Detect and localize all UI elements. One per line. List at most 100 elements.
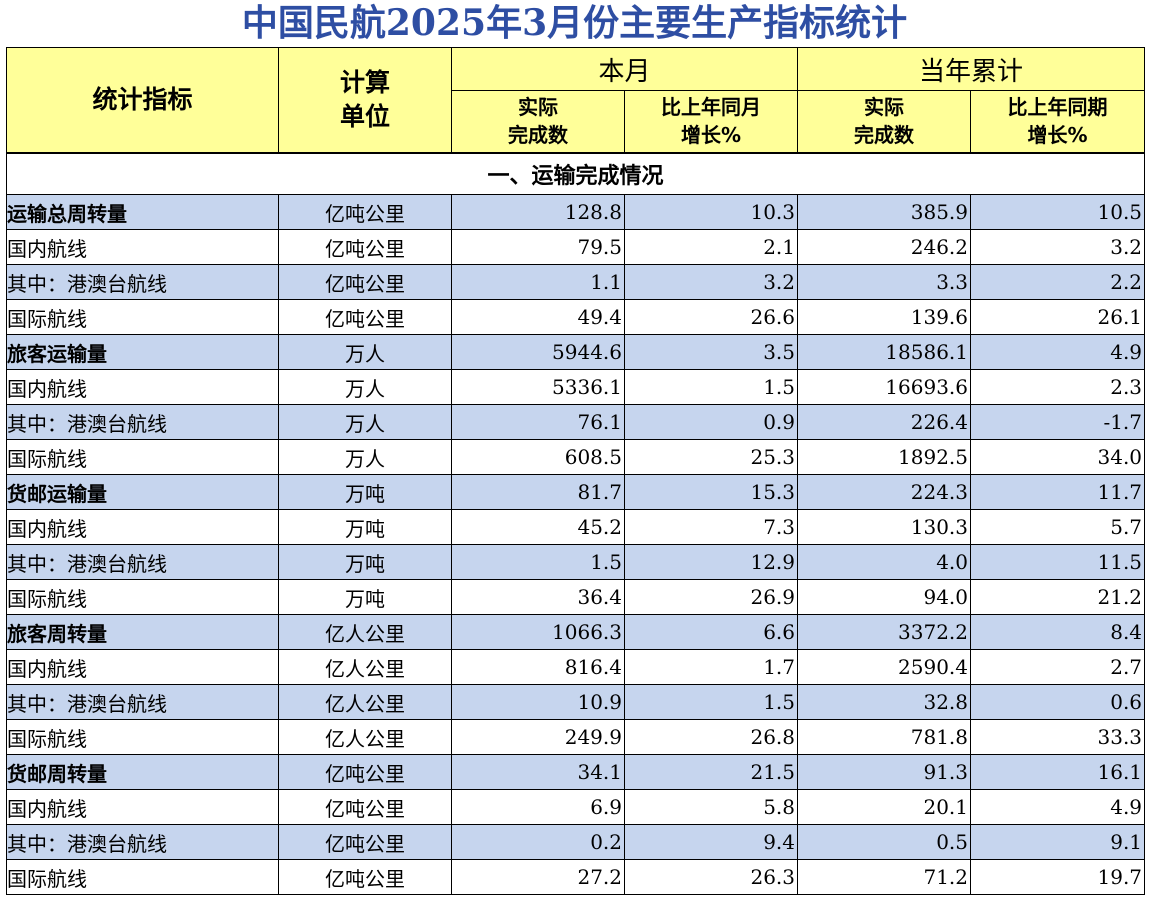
- row-label: 其中：港澳台航线: [6, 264, 279, 300]
- header-month-actual-line2: 完成数: [508, 123, 568, 148]
- table-row: 国际航线 万人 608.5 25.3 1892.5 34.0: [6, 439, 1146, 475]
- table-row: 国际航线 万吨 36.4 26.9 94.0 21.2: [6, 579, 1146, 615]
- cell-month-growth: 10.3: [623, 194, 799, 230]
- cell-unit: 亿人公里: [278, 649, 452, 685]
- table-row: 国际航线 亿吨公里 49.4 26.6 139.6 26.1: [6, 299, 1146, 335]
- header-month-growth: 比上年同月 增长%: [623, 90, 799, 153]
- cell-ytd-growth: 11.5: [970, 544, 1146, 580]
- statistics-table: 统计指标 计算 单位 本月 当年累计 实际 完成数 比上年同月 增长% 实际 完…: [5, 47, 1146, 895]
- cell-month-growth: 1.5: [623, 369, 799, 405]
- cell-ytd-growth: 10.5: [970, 194, 1146, 230]
- cell-month-growth: 3.5: [623, 334, 799, 370]
- cell-ytd-growth: 34.0: [970, 439, 1146, 475]
- table-row: 其中：港澳台航线 万吨 1.5 12.9 4.0 11.5: [6, 544, 1146, 580]
- cell-unit: 亿人公里: [278, 614, 452, 650]
- cell-month-actual: 0.2: [451, 824, 625, 860]
- row-label: 货邮运输量: [6, 474, 279, 510]
- table-row: 其中：港澳台航线 亿吨公里 1.1 3.2 3.3 2.2: [6, 264, 1146, 300]
- cell-month-actual: 1.1: [451, 264, 625, 300]
- cell-ytd-growth: -1.7: [970, 404, 1146, 440]
- header-month-actual-line1: 实际: [518, 95, 558, 120]
- table-row: 其中：港澳台航线 亿人公里 10.9 1.5 32.8 0.6: [6, 684, 1146, 720]
- row-label: 国内航线: [6, 229, 279, 265]
- table-row: 国内航线 亿人公里 816.4 1.7 2590.4 2.7: [6, 649, 1146, 685]
- cell-month-actual: 10.9: [451, 684, 625, 720]
- cell-unit: 亿吨公里: [278, 299, 452, 335]
- header-ytd-actual: 实际 完成数: [797, 90, 972, 153]
- row-label: 货邮周转量: [6, 754, 279, 790]
- row-label: 旅客运输量: [6, 334, 279, 370]
- cell-month-actual: 249.9: [451, 719, 625, 755]
- cell-ytd-growth: 3.2: [970, 229, 1146, 265]
- table-row: 国际航线 亿人公里 249.9 26.8 781.8 33.3: [6, 719, 1146, 755]
- cell-ytd-actual: 94.0: [797, 579, 972, 615]
- cell-ytd-growth: 26.1: [970, 299, 1146, 335]
- cell-ytd-growth: 4.9: [970, 334, 1146, 370]
- cell-month-actual: 36.4: [451, 579, 625, 615]
- cell-month-growth: 5.8: [623, 789, 799, 825]
- row-label: 国际航线: [6, 299, 279, 335]
- cell-ytd-growth: 33.3: [970, 719, 1146, 755]
- cell-ytd-growth: 21.2: [970, 579, 1146, 615]
- cell-unit: 万人: [278, 404, 452, 440]
- cell-month-growth: 15.3: [623, 474, 799, 510]
- cell-ytd-actual: 130.3: [797, 509, 972, 545]
- row-label: 其中：港澳台航线: [6, 824, 279, 860]
- header-indicator: 统计指标: [6, 47, 279, 153]
- cell-month-actual: 5336.1: [451, 369, 625, 405]
- cell-ytd-actual: 91.3: [797, 754, 972, 790]
- table-row: 其中：港澳台航线 万人 76.1 0.9 226.4 -1.7: [6, 404, 1146, 440]
- cell-unit: 亿吨公里: [278, 194, 452, 230]
- header-ytd-actual-line1: 实际: [864, 95, 905, 120]
- cell-ytd-growth: 2.3: [970, 369, 1146, 405]
- cell-unit: 亿人公里: [278, 684, 452, 720]
- header-unit-line1: 计算: [339, 67, 390, 97]
- table-row: 国际航线 亿吨公里 27.2 26.3 71.2 19.7: [6, 859, 1146, 895]
- cell-unit: 万吨: [278, 579, 452, 615]
- cell-month-growth: 7.3: [623, 509, 799, 545]
- cell-month-growth: 26.9: [623, 579, 799, 615]
- row-label: 国际航线: [6, 859, 279, 895]
- cell-ytd-growth: 5.7: [970, 509, 1146, 545]
- table-row: 旅客运输量 万人 5944.6 3.5 18586.1 4.9: [6, 334, 1146, 370]
- cell-month-actual: 34.1: [451, 754, 625, 790]
- cell-ytd-growth: 0.6: [970, 684, 1146, 720]
- row-label: 其中：港澳台航线: [6, 544, 279, 580]
- cell-unit: 万人: [278, 439, 452, 475]
- cell-ytd-actual: 3372.2: [797, 614, 972, 650]
- row-label: 国际航线: [6, 719, 279, 755]
- cell-ytd-actual: 18586.1: [797, 334, 972, 370]
- cell-month-actual: 79.5: [451, 229, 625, 265]
- row-label: 国际航线: [6, 579, 279, 615]
- cell-unit: 亿吨公里: [278, 859, 452, 895]
- cell-ytd-growth: 19.7: [970, 859, 1146, 895]
- cell-month-growth: 26.8: [623, 719, 799, 755]
- row-label: 其中：港澳台航线: [6, 404, 279, 440]
- cell-month-actual: 128.8: [451, 194, 625, 230]
- cell-unit: 万吨: [278, 509, 452, 545]
- header-unit: 计算 单位: [278, 47, 452, 153]
- header-month-growth-line1: 比上年同月: [661, 95, 761, 120]
- cell-month-actual: 608.5: [451, 439, 625, 475]
- cell-unit: 亿吨公里: [278, 824, 452, 860]
- table-row: 其中：港澳台航线 亿吨公里 0.2 9.4 0.5 9.1: [6, 824, 1146, 860]
- cell-ytd-actual: 139.6: [797, 299, 972, 335]
- cell-month-actual: 27.2: [451, 859, 625, 895]
- cell-month-growth: 21.5: [623, 754, 799, 790]
- cell-month-actual: 81.7: [451, 474, 625, 510]
- cell-month-actual: 5944.6: [451, 334, 625, 370]
- cell-month-growth: 1.7: [623, 649, 799, 685]
- cell-ytd-growth: 16.1: [970, 754, 1146, 790]
- cell-ytd-growth: 9.1: [970, 824, 1146, 860]
- header-ytd-growth: 比上年同期 增长%: [970, 90, 1146, 153]
- cell-month-growth: 12.9: [623, 544, 799, 580]
- page-title: 中国民航2025年3月份主要生产指标统计: [241, 2, 908, 44]
- table-row: 国内航线 亿吨公里 79.5 2.1 246.2 3.2: [6, 229, 1146, 265]
- header-ytd-growth-line1: 比上年同期: [1007, 95, 1108, 120]
- cell-month-actual: 76.1: [451, 404, 625, 440]
- cell-ytd-actual: 2590.4: [797, 649, 972, 685]
- cell-month-actual: 45.2: [451, 509, 625, 545]
- cell-month-growth: 6.6: [623, 614, 799, 650]
- cell-ytd-actual: 32.8: [797, 684, 972, 720]
- cell-month-actual: 6.9: [451, 789, 625, 825]
